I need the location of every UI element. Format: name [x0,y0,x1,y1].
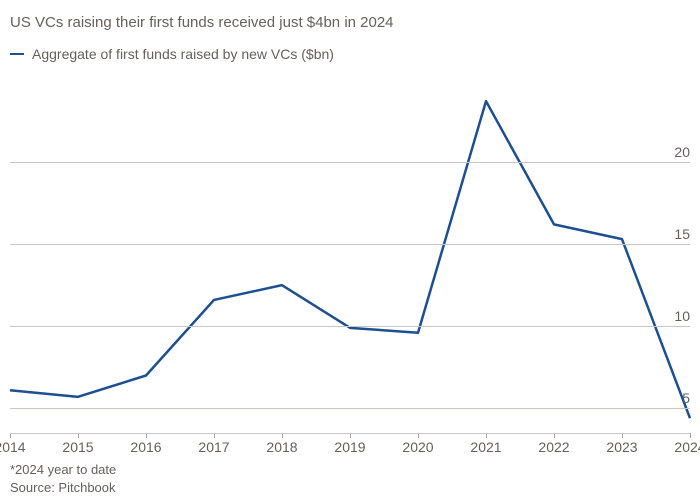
x-tick-label: 2018 [266,439,297,455]
x-tick-label: 2023 [606,439,637,455]
x-tick-label: 2015 [62,439,93,455]
line-chart: US VCs raising their first funds receive… [0,0,700,500]
y-tick-label: 15 [674,226,690,242]
x-tick-label: 2021 [470,439,501,455]
grid-line [10,408,690,409]
chart-title: US VCs raising their first funds receive… [10,14,394,31]
chart-legend: Aggregate of first funds raised by new V… [10,46,334,62]
grid-line [10,162,690,163]
y-tick-label: 10 [674,308,690,324]
x-tick-label: 2016 [130,439,161,455]
x-tick-label: 2017 [198,439,229,455]
x-tick-label: 2024 [674,439,700,455]
x-tick-label: 2019 [334,439,365,455]
series-line [10,101,690,418]
legend-label: Aggregate of first funds raised by new V… [32,46,334,62]
grid-line [10,244,690,245]
plot-area: 5101520201420152016201720182019202020212… [10,88,690,433]
legend-swatch [10,53,24,55]
x-tick-label: 2022 [538,439,569,455]
chart-footnote: *2024 year to date [10,462,116,477]
grid-line [10,433,690,434]
chart-source: Source: Pitchbook [10,480,116,495]
grid-line [10,326,690,327]
x-tick-label: 2020 [402,439,433,455]
x-tick-label: 2014 [0,439,26,455]
line-series [10,88,690,433]
y-tick-label: 5 [682,390,690,406]
x-tick-mark [690,433,691,438]
y-tick-label: 20 [674,144,690,160]
